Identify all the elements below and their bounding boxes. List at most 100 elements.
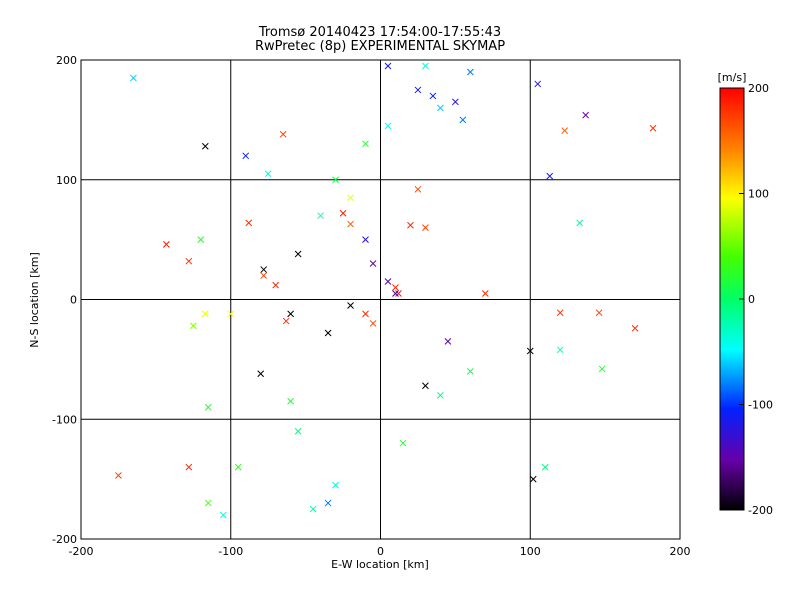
data-point: [556, 309, 564, 317]
data-point: [204, 499, 212, 507]
data-point: [115, 472, 122, 479]
data-point: [185, 257, 193, 265]
data-point: [529, 475, 537, 483]
data-point: [272, 281, 280, 289]
data-point: [227, 310, 235, 318]
data-point: [459, 116, 467, 124]
data-point: [556, 346, 564, 354]
data-point: [598, 365, 606, 373]
data-point: [163, 241, 170, 248]
data-point: [242, 152, 250, 160]
data-point: [347, 194, 354, 202]
data-point: [324, 499, 332, 507]
y-tick-label: -100: [52, 413, 77, 426]
data-point: [422, 382, 429, 390]
data-point: [399, 439, 407, 447]
data-point: [339, 209, 347, 217]
colorbar-label: [m/s]: [718, 71, 747, 84]
y-tick-label: 0: [70, 294, 77, 307]
data-point: [347, 220, 354, 228]
plot-frame: [80, 59, 681, 540]
grid: [81, 60, 680, 539]
colorbar-tick-labels: 200 100 0 -100 -200: [739, 82, 773, 517]
data-point: [392, 284, 399, 291]
data-point: [576, 219, 584, 227]
data-point: [534, 80, 542, 88]
data-point: [362, 236, 369, 243]
data-point: [384, 122, 392, 130]
data-point: [245, 219, 253, 227]
data-point: [362, 140, 369, 148]
data-point: [414, 185, 422, 193]
data-point: [201, 142, 209, 150]
x-axis-label: E-W location [km]: [331, 558, 429, 571]
data-point: [429, 92, 437, 100]
data-point: [234, 463, 242, 471]
data-points: [115, 62, 657, 519]
data-point: [444, 338, 452, 345]
data-point: [287, 397, 295, 405]
data-point: [257, 370, 265, 378]
data-point: [582, 111, 590, 119]
data-point: [561, 127, 569, 135]
data-point: [309, 505, 317, 513]
colorbar-tick-label: -100: [748, 399, 773, 412]
colorbar-tick-label: -200: [748, 504, 773, 517]
data-point: [384, 278, 392, 285]
data-point: [324, 329, 332, 337]
data-point: [260, 272, 268, 279]
data-point: [279, 130, 287, 138]
data-point: [282, 317, 290, 325]
data-point: [526, 347, 534, 355]
data-point: [452, 98, 459, 106]
y-tick-label: -200: [52, 533, 77, 546]
data-point: [466, 68, 474, 76]
data-point: [414, 86, 422, 94]
data-point: [481, 290, 489, 297]
data-point: [204, 403, 212, 411]
colorbar-tick-label: 100: [748, 188, 769, 201]
data-point: [392, 290, 399, 297]
data-point: [317, 212, 324, 220]
data-point: [407, 221, 414, 229]
x-tick-label: -200: [69, 545, 94, 558]
x-tick-label: -100: [218, 545, 243, 558]
data-point: [287, 310, 295, 318]
x-tick-labels: -200 -100 0 100 200: [69, 545, 691, 558]
data-point: [294, 250, 302, 258]
data-point: [369, 320, 377, 327]
y-tick-labels: -200 -100 0 100 200: [52, 54, 77, 546]
chart-subtitle: RwPretec (8p) EXPERIMENTAL SKYMAP: [255, 39, 505, 54]
data-point: [332, 176, 339, 184]
data-point: [369, 260, 377, 267]
chart-title: Tromsø 20140423 17:54:00-17:55:43: [258, 25, 501, 40]
y-tick-label: 100: [56, 174, 77, 187]
data-point: [130, 74, 137, 82]
data-point: [264, 170, 272, 178]
data-point: [649, 124, 657, 132]
data-point: [395, 290, 402, 297]
data-point: [219, 511, 227, 519]
colorbar-tick-label: 200: [748, 82, 769, 95]
data-point: [546, 172, 554, 180]
data-point: [185, 463, 193, 471]
data-point: [201, 310, 209, 318]
data-point: [197, 236, 205, 243]
data-point: [595, 309, 603, 317]
data-point: [260, 266, 268, 273]
y-tick-label: 200: [56, 54, 77, 67]
data-point: [466, 367, 474, 375]
data-point: [422, 62, 429, 70]
data-point: [332, 481, 339, 489]
colorbar-tick-label: 0: [748, 293, 755, 306]
data-point: [437, 104, 444, 112]
data-point: [189, 322, 197, 330]
data-point: [362, 310, 369, 318]
data-point: [384, 62, 392, 70]
data-point: [347, 302, 354, 309]
x-tick-label: 200: [670, 545, 691, 558]
data-point: [437, 391, 444, 399]
x-tick-label: 0: [377, 545, 384, 558]
